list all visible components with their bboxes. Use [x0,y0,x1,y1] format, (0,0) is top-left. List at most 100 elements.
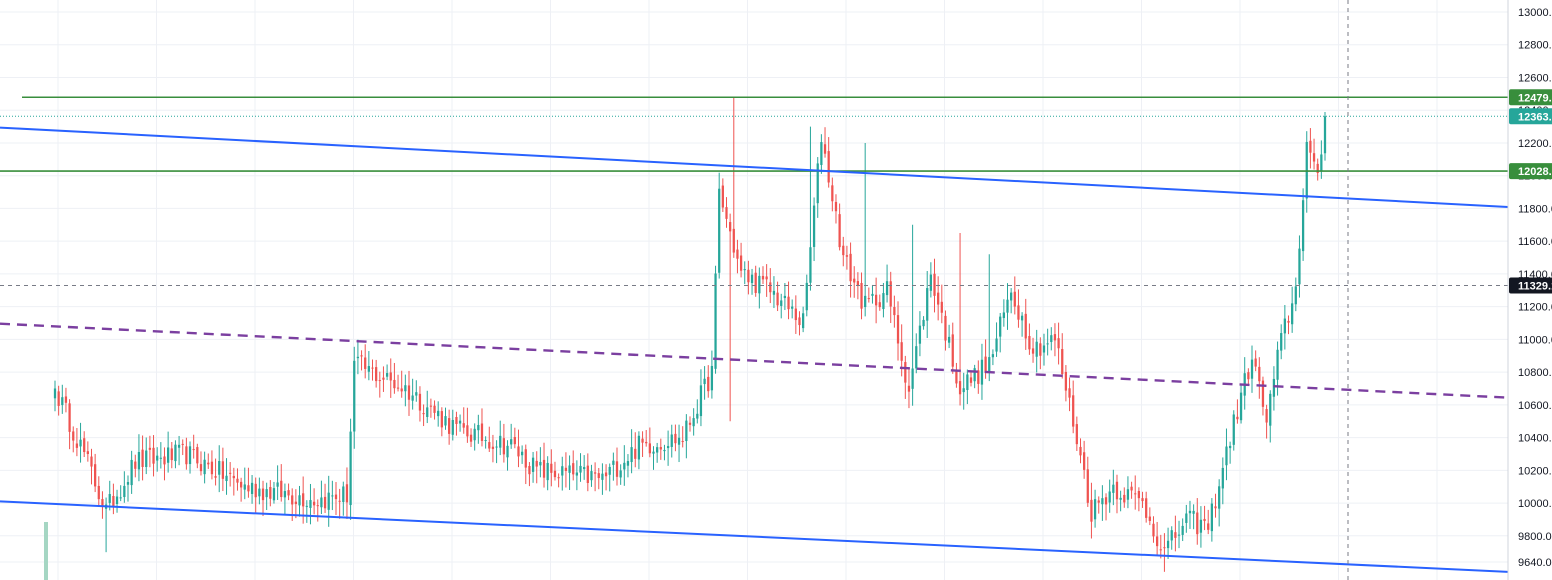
candle-body [750,274,754,284]
candle-body [477,424,480,431]
candle-body [550,463,553,473]
candle-body [1068,388,1071,398]
candle-body [499,435,502,448]
candle-body [1283,318,1286,334]
y-tick-label: 10800.0 [1518,367,1552,379]
candle-body [261,488,265,501]
candle-body [389,372,392,381]
candle-body [1119,497,1122,500]
candle-body [1199,519,1203,533]
candle-body [918,325,922,344]
candle-body [1218,486,1221,509]
candle-body [491,446,495,449]
candle-body [272,488,276,501]
candle-body [502,438,506,455]
candle-body [590,471,593,481]
candle-body [1188,510,1192,514]
candle-body [218,460,221,475]
candle-body [214,476,217,478]
candle-body [309,500,312,508]
candle-body [378,380,381,382]
candle-body [1312,153,1316,162]
price-axis[interactable]: 13000.012800.012600.012400.012200.012000… [1507,0,1552,580]
candle-body [207,462,210,465]
candle-body [1006,299,1009,313]
volume-bar [44,522,48,580]
candle-body [349,431,352,506]
candle-body [1174,532,1177,538]
candle-body [1258,366,1261,382]
candle-body [539,461,542,466]
candle-body [947,336,951,343]
candle-body [123,485,126,498]
candle-body [721,185,724,208]
y-tick-label: 13000.0 [1518,7,1552,19]
candle-body [652,451,655,454]
y-tick-label: 12200.0 [1518,138,1552,150]
candle-body [371,367,374,369]
candle-body [134,461,137,469]
candle-body [1287,320,1290,323]
candle-body [90,456,93,467]
candle-body [1112,484,1115,493]
candle-body [480,423,484,441]
candle-body [524,449,527,468]
candle-body [112,496,115,508]
candle-body [707,376,710,392]
candle-body [816,163,819,204]
price-badge-label: 11329.1 [1518,281,1552,293]
candle-body [269,486,272,499]
candle-body [203,459,206,475]
candle-body [145,450,148,468]
y-tick-label: 10000.0 [1518,498,1552,510]
candle-body [1079,446,1082,456]
candle-body [1185,513,1188,523]
candle-body [181,443,184,445]
candle-body [1294,286,1297,305]
y-tick-label: 12600.0 [1518,72,1552,84]
candle-body [893,307,896,316]
candle-body [1141,498,1144,502]
candle-body [488,442,491,449]
candle-body [586,465,589,484]
candle-body [966,374,969,391]
candle-body [506,445,509,458]
candle-body [1072,395,1075,427]
candle-body [674,433,677,444]
price-badge [1509,163,1552,180]
candle-body [1134,493,1137,495]
candle-body [484,440,487,442]
candle-body [791,306,794,309]
candle-body [805,282,808,311]
upper-channel-line[interactable] [0,126,1509,208]
candle-body [192,449,195,451]
candle-body [1090,499,1093,522]
candle-body [130,459,133,486]
candle-body [64,396,68,403]
candle-body [904,362,907,383]
candle-body [1126,489,1130,500]
candle-body [926,288,929,321]
candle-body [418,393,422,411]
candle-body [597,473,600,479]
candle-body [1254,358,1257,367]
candle-body [229,472,232,474]
candle-body [783,295,787,299]
candle-body [141,449,144,467]
lower-channel-line[interactable] [0,500,1509,573]
drawing-lines[interactable] [0,0,1509,580]
middle-channel-line[interactable] [0,322,1509,399]
candle-body [648,443,651,454]
candle-body [302,493,305,507]
candle-body [885,281,889,296]
price-badge-label: 12363.0 [1518,111,1552,123]
candle-body [575,472,578,476]
candle-body [907,385,911,392]
candle-body [108,494,111,503]
candle-body [1265,409,1268,423]
candle-body [1239,392,1243,421]
candle-body [659,447,662,450]
candle-body [1053,334,1057,341]
